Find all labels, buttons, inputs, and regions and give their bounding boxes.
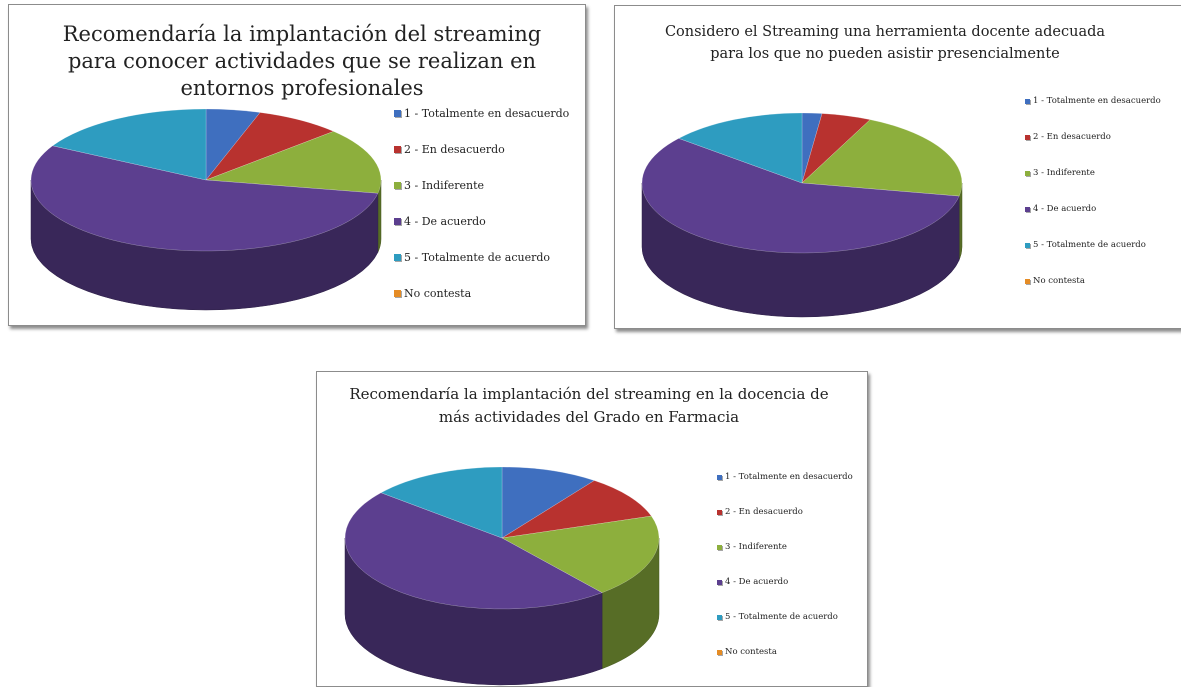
pie-chart-1 xyxy=(30,108,382,311)
legend-swatch xyxy=(717,579,722,585)
legend-swatch xyxy=(394,254,401,261)
legend-swatch xyxy=(394,182,401,189)
legend-swatch xyxy=(717,614,722,620)
chart-panel-3: Recomendaría la implantación del streami… xyxy=(316,371,868,687)
pie-slice-5-totalmente-de-acuerdo xyxy=(678,112,803,184)
pie-top-faces xyxy=(30,108,382,252)
legend-label: 1 - Totalmente en desacuerdo xyxy=(1033,96,1161,106)
legend-item-5-totalmente-de-acuerdo: 5 - Totalmente de acuerdo xyxy=(717,612,838,622)
pie-slice-3-indiferente xyxy=(801,119,963,197)
legend-item-1-totalmente-en-desacuerdo: 1 - Totalmente en desacuerdo xyxy=(1025,96,1161,106)
legend-swatch xyxy=(394,218,401,225)
chart-panel-1: Recomendaría la implantación del streami… xyxy=(8,4,586,326)
legend-item-4-de-acuerdo: 4 - De acuerdo xyxy=(717,577,788,587)
legend-label: 1 - Totalmente en desacuerdo xyxy=(725,472,853,482)
pie-slice-4-de-acuerdo xyxy=(641,138,960,254)
legend-item-1-totalmente-en-desacuerdo: 1 - Totalmente en desacuerdo xyxy=(717,472,853,482)
pie-slice-5-totalmente-de-acuerdo xyxy=(380,466,503,539)
legend-label: 5 - Totalmente de acuerdo xyxy=(404,251,551,264)
pie-slice-4-de-acuerdo xyxy=(344,492,603,610)
legend-swatch xyxy=(1025,134,1030,140)
chart-title: Considero el Streaming una herramienta d… xyxy=(664,24,1106,62)
legend-label: No contesta xyxy=(725,647,777,657)
chart-title: Recomendaría la implantación del streami… xyxy=(349,385,829,426)
legend-label: 3 - Indiferente xyxy=(725,542,787,552)
pie-top-faces xyxy=(641,112,963,254)
pie-slice-3-indiferente xyxy=(501,515,660,593)
legend-swatch xyxy=(394,290,401,297)
legend-item-2-en-desacuerdo: 2 - En desacuerdo xyxy=(1025,132,1111,142)
legend-item-no-contesta: No contesta xyxy=(1025,276,1085,286)
legend-swatch xyxy=(1025,206,1030,212)
legend-label: 2 - En desacuerdo xyxy=(1033,132,1111,142)
legend-swatch xyxy=(394,110,401,117)
legend-swatch xyxy=(1025,98,1030,104)
legend-label: No contesta xyxy=(404,287,472,300)
pie-slice-1-totalmente-en-desacuerdo xyxy=(501,466,595,539)
legend-label: 4 - De acuerdo xyxy=(725,577,789,587)
legend-label: 2 - En desacuerdo xyxy=(404,143,505,156)
legend-swatch xyxy=(1025,278,1030,284)
legend-swatch xyxy=(394,146,401,153)
legend-item-5-totalmente-de-acuerdo: 5 - Totalmente de acuerdo xyxy=(1025,240,1146,250)
chart-panel-2: Considero el Streaming una herramienta d… xyxy=(614,5,1181,329)
legend-label: 3 - Indiferente xyxy=(404,179,485,192)
legend-label: No contesta xyxy=(1033,276,1085,286)
pie-side-walls xyxy=(344,537,660,686)
legend-item-4-de-acuerdo: 4 - De acuerdo xyxy=(394,215,486,228)
legend-item-3-indiferente: 3 - Indiferente xyxy=(717,542,787,552)
legend-label: 4 - De acuerdo xyxy=(404,215,486,228)
legend-item-4-de-acuerdo: 4 - De acuerdo xyxy=(1025,204,1096,214)
pie-chart-2 xyxy=(641,112,963,318)
legend-label: 2 - En desacuerdo xyxy=(725,507,803,517)
legend-swatch xyxy=(717,474,722,480)
legend-item-no-contesta: No contesta xyxy=(717,647,777,657)
pie-slice-3-indiferente xyxy=(205,131,382,194)
legend-item-5-totalmente-de-acuerdo: 5 - Totalmente de acuerdo xyxy=(394,251,550,264)
legend-item-no-contesta: No contesta xyxy=(394,287,471,300)
legend-item-2-en-desacuerdo: 2 - En desacuerdo xyxy=(717,507,803,517)
legend-swatch xyxy=(717,509,722,515)
legend-label: 4 - De acuerdo xyxy=(1033,204,1097,214)
legend-swatch xyxy=(1025,170,1030,176)
pie-slice-4-de-acuerdo xyxy=(30,145,379,252)
legend-item-1-totalmente-en-desacuerdo: 1 - Totalmente en desacuerdo xyxy=(394,107,569,120)
legend-item-3-indiferente: 3 - Indiferente xyxy=(394,179,484,192)
pie-top-faces xyxy=(344,466,660,610)
legend-label: 3 - Indiferente xyxy=(1033,168,1095,178)
chart-title: Recomendaría la implantación del streami… xyxy=(62,22,542,100)
legend-label: 1 - Totalmente en desacuerdo xyxy=(404,107,570,120)
legend-swatch xyxy=(717,544,722,550)
legend-label: 5 - Totalmente de acuerdo xyxy=(725,612,838,622)
pie-slice-5-totalmente-de-acuerdo xyxy=(52,108,207,181)
legend-item-2-en-desacuerdo: 2 - En desacuerdo xyxy=(394,143,505,156)
legend-item-3-indiferente: 3 - Indiferente xyxy=(1025,168,1095,178)
pie-chart-3 xyxy=(344,466,660,686)
legend-swatch xyxy=(1025,242,1030,248)
legend-label: 5 - Totalmente de acuerdo xyxy=(1033,240,1146,250)
legend-swatch xyxy=(717,649,722,655)
pie-slice-2-en-desacuerdo xyxy=(501,480,652,539)
